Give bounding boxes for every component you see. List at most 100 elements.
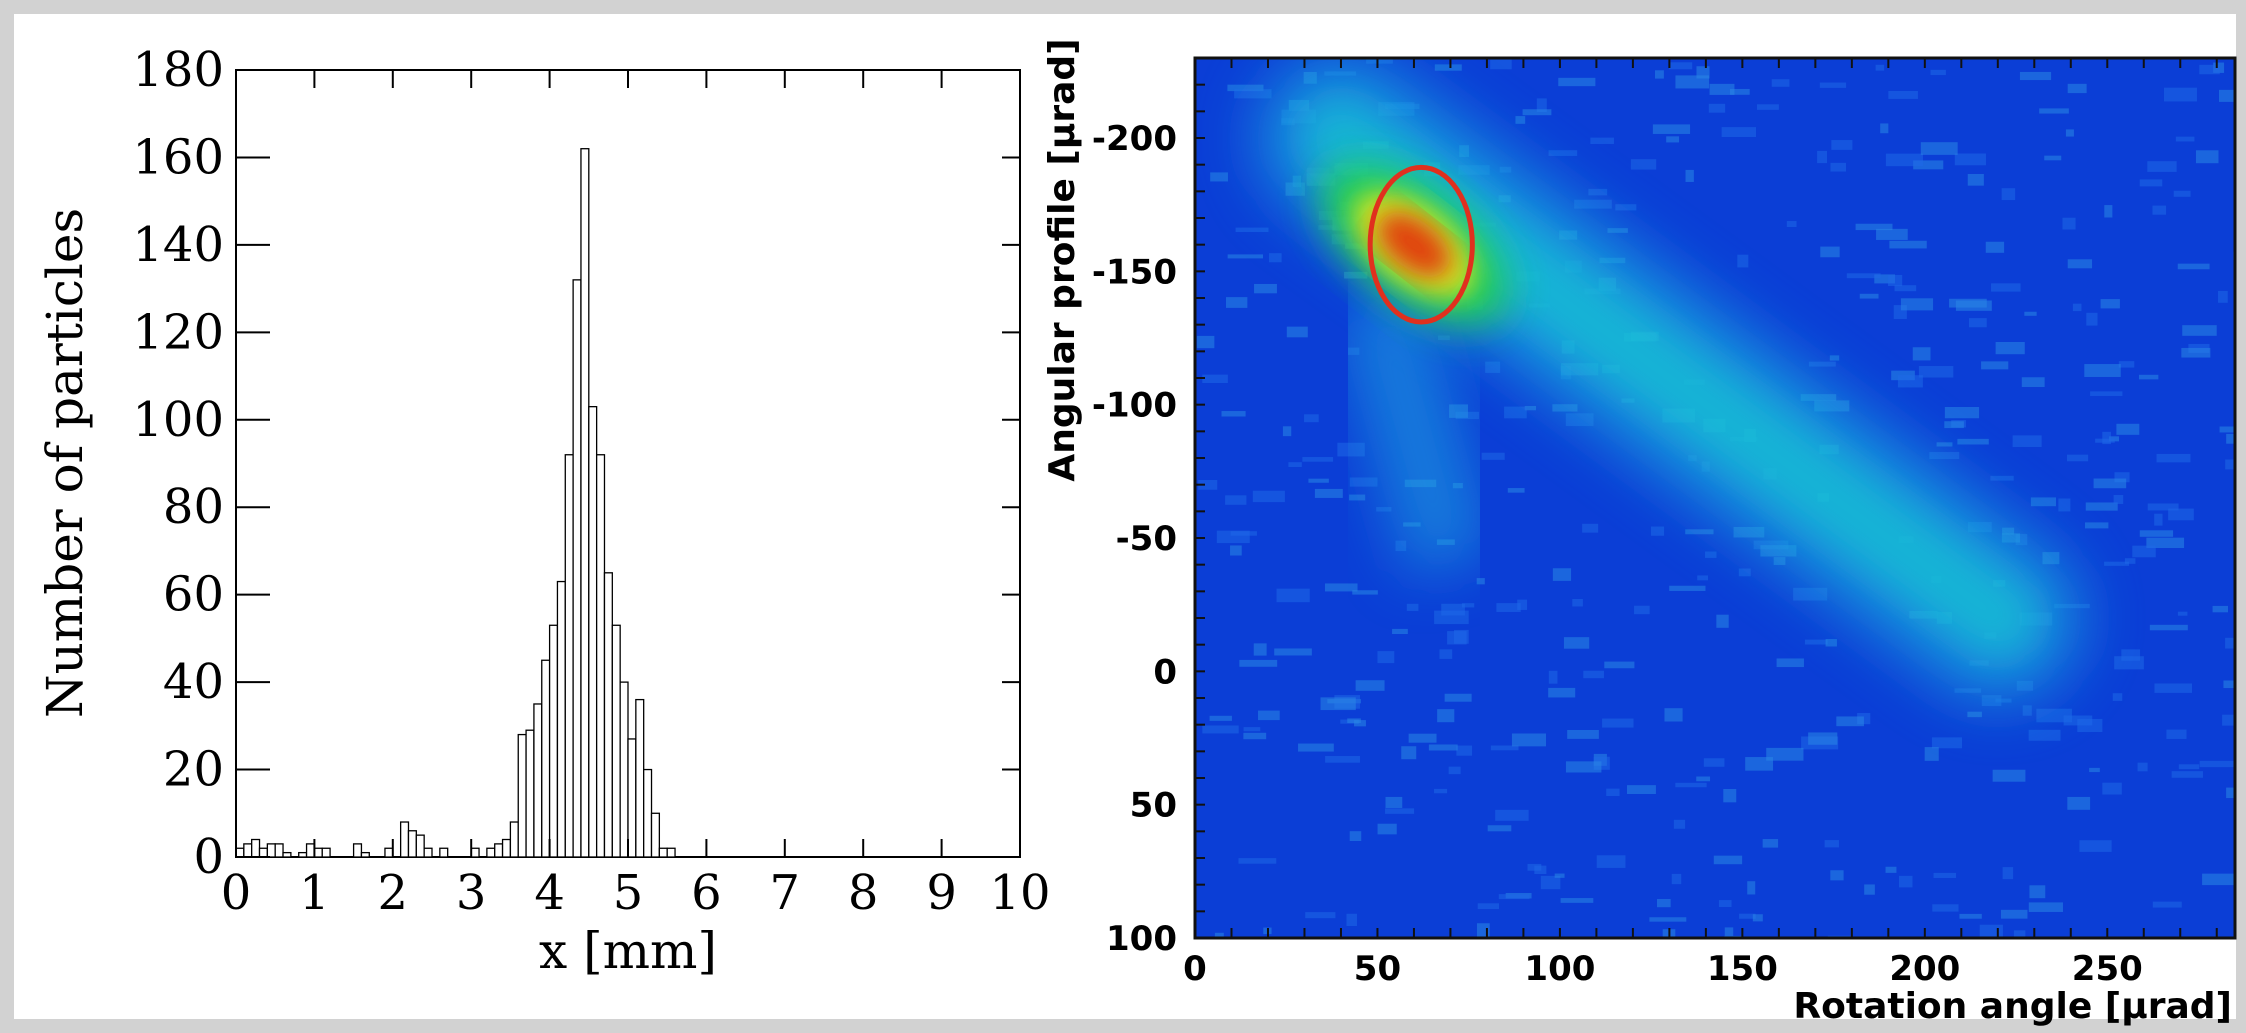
histogram-y-axis-label: Number of particles xyxy=(36,208,94,718)
heatmap-noise-blob xyxy=(2147,161,2177,172)
histogram-y-tick-label: 60 xyxy=(163,567,224,623)
heatmap-noise-blob xyxy=(1730,88,1750,95)
histogram-bar xyxy=(580,148,590,858)
heatmap-noise-blob xyxy=(1696,66,1710,79)
heatmap-noise-blob xyxy=(1476,578,1485,585)
heatmap-noise-blob xyxy=(1874,274,1896,284)
heatmap-noise-blob xyxy=(1269,253,1282,263)
heatmap-noise-blob xyxy=(2030,497,2056,507)
heatmap-noise-blob xyxy=(2218,89,2235,102)
heatmap-noise-blob xyxy=(2147,503,2179,511)
heatmap-noise-blob xyxy=(2195,150,2219,164)
heatmap-noise-blob xyxy=(2113,495,2124,504)
histogram-x-tick-label: 7 xyxy=(770,865,801,921)
heatmap-noise-blob xyxy=(2062,217,2076,230)
heatmap-noise-blob xyxy=(1920,142,1958,155)
heatmap-noise-blob xyxy=(2156,453,2191,463)
histogram-y-tick-label: 120 xyxy=(132,304,224,360)
heatmap-noise-blob xyxy=(1929,452,1960,460)
histogram-bar xyxy=(517,733,527,858)
heatmap-noise-blob xyxy=(2202,873,2235,886)
histogram-bar xyxy=(384,847,394,858)
heatmap-noise-blob xyxy=(2226,787,2235,799)
heatmap-noise-blob xyxy=(1554,873,1565,878)
histogram-bar xyxy=(611,624,621,858)
heatmap-noise-blob xyxy=(2058,498,2071,512)
heatmap-noise-blob xyxy=(2024,311,2037,316)
histogram-bar xyxy=(305,843,316,858)
heatmap-x-tick-label: 100 xyxy=(1524,949,1595,989)
heatmap-noise-blob xyxy=(1652,124,1691,134)
heatmap-noise-blob xyxy=(1227,84,1264,92)
heatmap-x-tick-label: 50 xyxy=(1354,949,1401,989)
histogram-y-ticks: 0 20 40 60 80 100 120 140 160 180 xyxy=(132,42,1020,885)
histogram-bar xyxy=(556,580,566,858)
histogram-bar xyxy=(439,847,449,858)
heatmap-noise-blob xyxy=(2219,426,2235,433)
heatmap-noise-blob xyxy=(1349,831,1362,842)
histogram-bar xyxy=(588,406,598,858)
heatmap-noise-blob xyxy=(1875,64,1885,71)
heatmap-noise-blob xyxy=(1713,855,1743,865)
histogram-x-tick-label: 3 xyxy=(456,865,487,921)
histogram-bar xyxy=(525,729,535,858)
heatmap-noise-blob xyxy=(1829,355,1840,361)
heatmap-noise-blob xyxy=(1846,273,1881,279)
heatmap-noise-blob xyxy=(2118,361,2135,368)
histogram-y-tick-label: 80 xyxy=(163,479,224,535)
heatmap-noise-blob xyxy=(1864,884,1875,895)
heatmap-noise-blob xyxy=(1385,796,1403,808)
heatmap-noise-blob xyxy=(1985,241,2005,253)
heatmap-noise-blob xyxy=(1991,283,2021,292)
histogram-bars xyxy=(235,148,676,858)
heatmap-noise-blob xyxy=(1944,421,1964,429)
heatmap-chart: 0 50 100 150 200 250 -200 -150 -100 -50 0 50 100 Ro… xyxy=(1042,38,2237,1027)
heatmap-noise-blob xyxy=(1666,136,1680,143)
heatmap-noise-blob xyxy=(2039,108,2069,114)
heatmap-noise-blob xyxy=(1230,531,1257,536)
heatmap-noise-blob xyxy=(1522,109,1552,116)
heatmap-noise-blob xyxy=(1739,913,1756,919)
heatmap-noise-blob xyxy=(1434,64,1462,71)
heatmap-x-axis-label: Rotation angle [µrad] xyxy=(1793,986,2232,1027)
heatmap-noise-blob xyxy=(1344,271,1368,279)
heatmap-noise-blob xyxy=(1979,924,2003,937)
heatmap-noise-blob xyxy=(1918,366,1954,378)
heatmap-noise-blob xyxy=(1282,426,1292,437)
histogram-bar xyxy=(548,624,559,858)
heatmap-noise-blob xyxy=(1981,361,2009,370)
heatmap-noise-blob xyxy=(1894,285,1917,292)
heatmap-x-tick-label: 0 xyxy=(1183,949,1207,989)
heatmap-y-tick-label: -100 xyxy=(1092,386,1177,426)
histogram-y-tick-label: 20 xyxy=(163,742,224,798)
heatmap-noise-blob xyxy=(1817,150,1828,164)
histogram-bar xyxy=(321,847,331,858)
histogram-y-tick-label: 160 xyxy=(132,129,224,185)
heatmap-noise-blob xyxy=(2000,909,2028,919)
heatmap-noise-blob xyxy=(2104,205,2113,218)
heatmap-noise-blob xyxy=(2175,136,2195,142)
heatmap-frame xyxy=(1193,56,2237,940)
heatmap-noise-blob xyxy=(1738,568,1751,577)
heatmap-noise-blob xyxy=(1490,58,1512,70)
histogram-bar xyxy=(470,847,480,858)
histogram-x-tick-label: 0 xyxy=(221,865,252,921)
heatmap-noise-blob xyxy=(2199,64,2220,75)
heatmap-noise-blob xyxy=(1959,913,1982,919)
heatmap-noise-blob xyxy=(1933,872,1957,878)
heatmap-noise-blob xyxy=(1615,204,1637,211)
heatmap-noise-blob xyxy=(1485,361,1501,373)
heatmap-noise-blob xyxy=(1590,137,1614,144)
heatmap-noise-blob xyxy=(1558,77,1596,87)
heatmap-noise-blob xyxy=(1235,227,1269,233)
histogram-bar xyxy=(243,843,253,858)
histogram-bar xyxy=(501,838,512,858)
heatmap-noise-blob xyxy=(1885,153,1923,167)
histogram-bar xyxy=(635,698,645,858)
heatmap-noise-blob xyxy=(2021,377,2045,388)
heatmap-noise-blob xyxy=(1196,335,1215,349)
heatmap-noise-blob xyxy=(1830,162,1847,172)
heatmap-frame-ticks xyxy=(1194,57,2218,939)
